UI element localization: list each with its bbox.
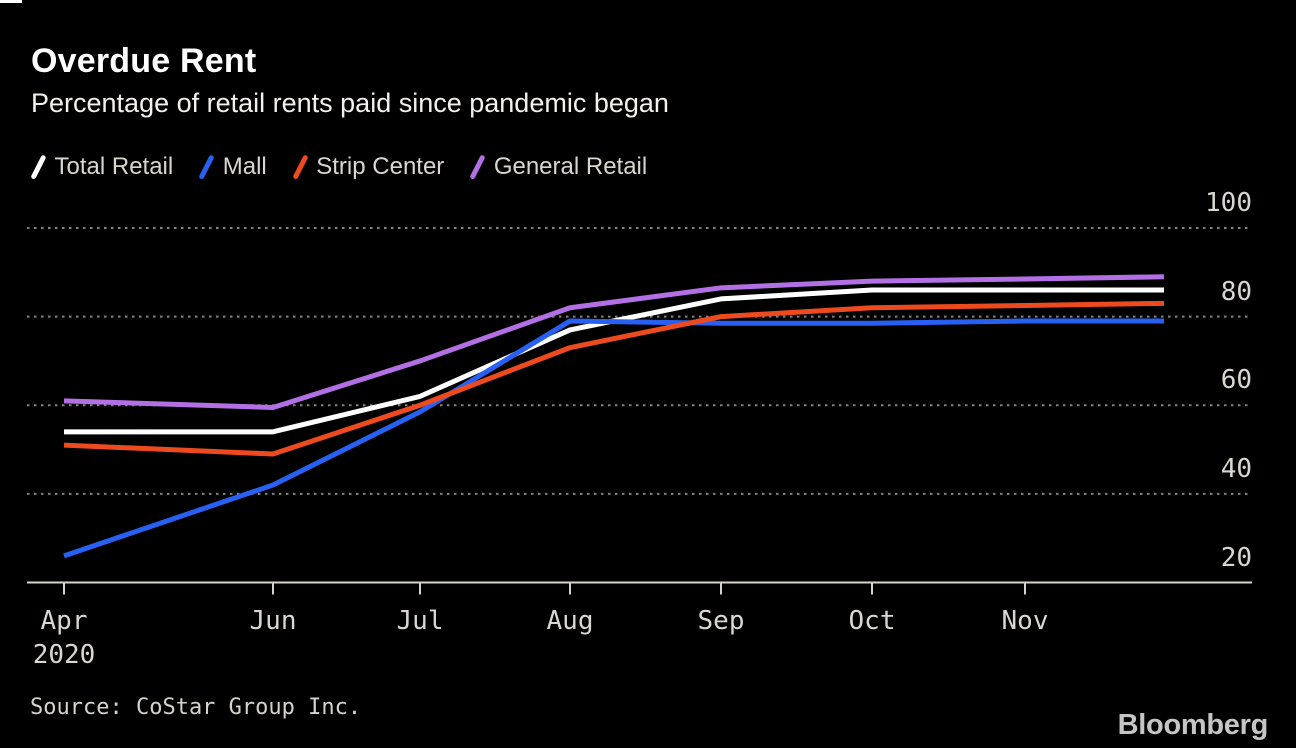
legend-item-strip-center: Strip Center bbox=[292, 153, 445, 181]
x-tick-label-jun: Jun bbox=[249, 606, 297, 636]
legend-item-general-retail: General Retail bbox=[469, 153, 647, 181]
source-note: Source: CoStar Group Inc. bbox=[30, 695, 362, 720]
legend-item-mall: Mall bbox=[198, 153, 267, 181]
legend-label: Total Retail bbox=[54, 153, 174, 180]
legend-label: General Retail bbox=[493, 153, 648, 180]
chart-subtitle: Percentage of retail rents paid since pa… bbox=[31, 88, 669, 118]
y-tick-label-40: 40 bbox=[1220, 453, 1252, 484]
x-tick-label-apr: Apr bbox=[40, 606, 88, 636]
series-line-mall bbox=[63, 318, 1164, 559]
x-tick-label-oct: Oct bbox=[848, 606, 896, 636]
chart-title: Overdue Rent bbox=[31, 42, 257, 80]
x-tick-label-jul: Jul bbox=[396, 606, 444, 636]
x-tick-label-nov: Nov bbox=[1001, 606, 1049, 636]
y-tick-label-100: 100 bbox=[1205, 188, 1252, 218]
bloomberg-logo: Bloomberg bbox=[1117, 709, 1269, 741]
legend-item-total-retail: Total Retail bbox=[30, 153, 173, 181]
legend: Total Retail Mall Strip Center General R… bbox=[30, 152, 647, 182]
x-year-label: 2020 bbox=[32, 640, 96, 670]
y-tick-label-60: 60 bbox=[1220, 365, 1252, 396]
corner-artifact bbox=[0, 0, 22, 3]
series-line-general-retail bbox=[63, 274, 1165, 410]
y-tick-label-20: 20 bbox=[1220, 542, 1252, 573]
x-tick-label-sep: Sep bbox=[697, 606, 745, 636]
legend-label: Strip Center bbox=[316, 153, 445, 180]
y-tick-label-80: 80 bbox=[1220, 276, 1252, 307]
legend-label: Mall bbox=[222, 153, 267, 180]
x-tick-label-aug: Aug bbox=[546, 606, 594, 636]
series-line-total-retail bbox=[64, 287, 1164, 435]
series-line-strip-center bbox=[63, 300, 1165, 457]
